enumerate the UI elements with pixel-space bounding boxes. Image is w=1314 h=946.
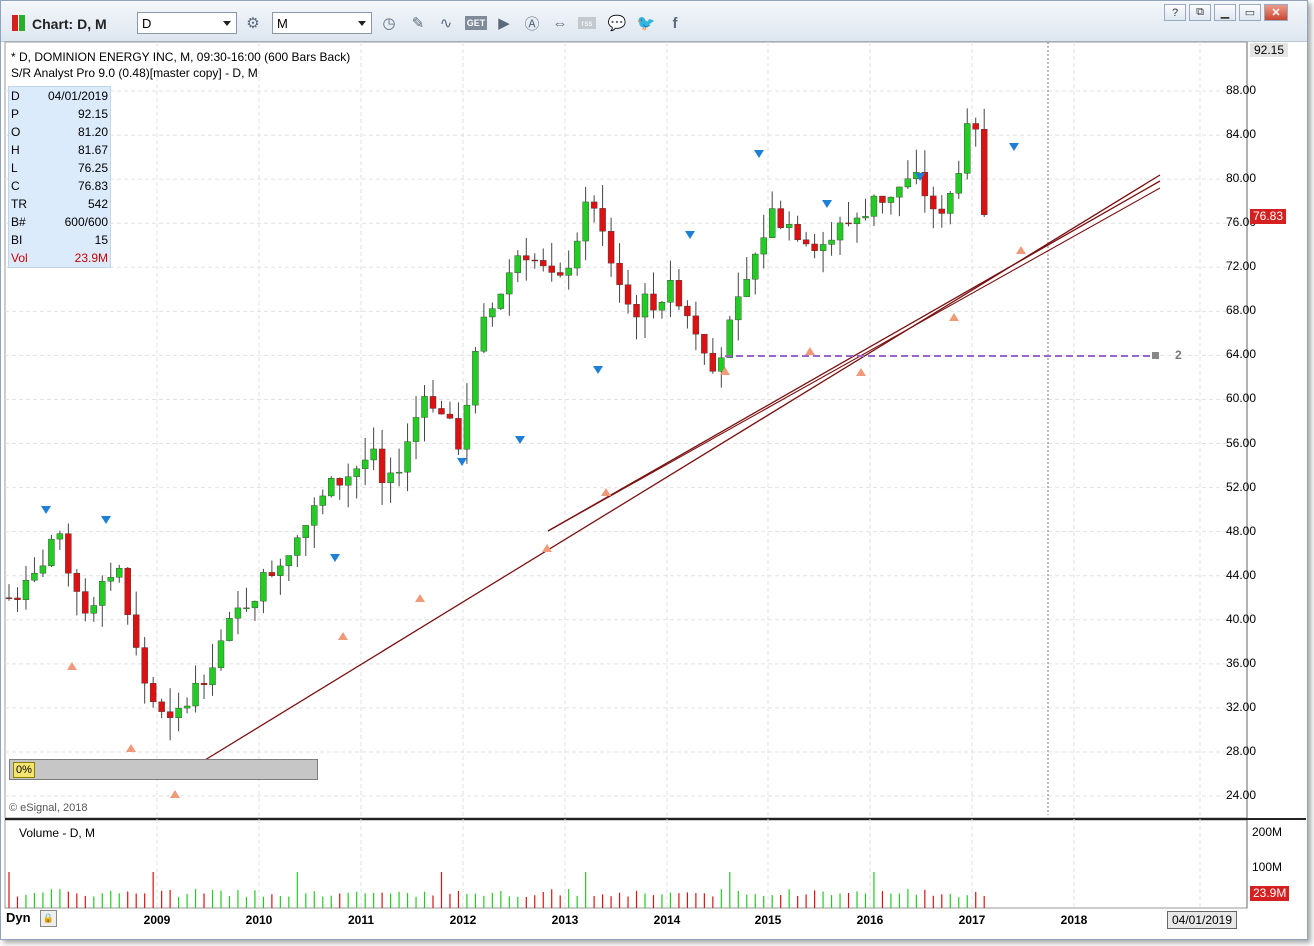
chart-icon (12, 15, 26, 31)
year-label: 2012 (449, 913, 477, 927)
year-label: 2009 (143, 913, 171, 927)
link-icon[interactable]: ⇔ (552, 14, 568, 32)
progress-label: 0% (13, 762, 35, 778)
year-label: 2010 (245, 913, 273, 927)
play-icon[interactable]: ▶ (498, 15, 510, 32)
gear-icon[interactable]: ⚙ (246, 15, 260, 32)
cursor-row-tr: TR 542 (11, 197, 108, 211)
cursor-row-price: P 92.15 (11, 107, 108, 121)
progress-bar: 0% (9, 759, 318, 780)
price-axis-label: 36.00 (1225, 655, 1256, 670)
cursor-row-bars: B# 600/600 (11, 215, 108, 229)
lock-icon[interactable]: 🔒 (40, 910, 57, 927)
rss-icon[interactable]: rss (578, 17, 596, 29)
last-price-tag: 76.83 (1250, 209, 1287, 224)
price-axis-label: 28.00 (1225, 743, 1256, 758)
price-axis-label: 64.00 (1225, 347, 1256, 362)
chart-header-symbol: * D, DOMINION ENERGY INC, M, 09:30-16:00… (11, 50, 351, 64)
close-button[interactable]: ✕ (1264, 4, 1288, 21)
price-axis-label: 32.00 (1225, 699, 1256, 714)
chevron-down-icon[interactable] (223, 21, 231, 26)
help-button[interactable]: ? (1164, 4, 1186, 21)
price-axis-label: 48.00 (1225, 523, 1256, 538)
interval-combo[interactable]: M (272, 12, 372, 34)
year-label: 2015 (754, 913, 782, 927)
facebook-icon[interactable]: f (672, 14, 678, 32)
minimize-button[interactable]: ▁ (1214, 4, 1236, 21)
volume-axis-label: 100M (1252, 860, 1283, 874)
year-label: 2014 (653, 913, 681, 927)
price-axis-label: 88.00 (1225, 83, 1256, 97)
get-icon[interactable]: GET (465, 16, 487, 30)
toolbar: Chart: D, M D ⚙ M ◷ ✎ ∿ GET ▶ Ⓐ ⇔ rss 💬 … (1, 1, 1307, 42)
window-title: Chart: D, M (32, 16, 107, 32)
price-axis-label: 40.00 (1225, 611, 1256, 626)
chat-icon[interactable]: 💬 (607, 15, 627, 32)
cursor-row-open: O 81.20 (11, 125, 108, 139)
twitter-icon[interactable]: 🐦 (636, 15, 656, 32)
year-label: 2018 (1060, 913, 1088, 927)
cursor-row-low: L 76.25 (11, 161, 108, 175)
cursor-window: D 04/01/2019 P 92.15 O 81.20 H 81.67 L 76.25 … (8, 86, 111, 268)
sr-level-label: 2 (1175, 348, 1182, 362)
price-axis-label: 60.00 (1225, 391, 1256, 406)
cursor-row-volume: Vol 23.9M (11, 251, 108, 265)
volume-title: Volume - D, M (19, 826, 96, 840)
price-axis-label: 72.00 (1225, 259, 1256, 274)
alert-icon[interactable]: Ⓐ (524, 15, 540, 33)
cursor-date-box: 04/01/2019 (1167, 911, 1237, 929)
copyright-text: © eSignal, 2018 (9, 802, 88, 814)
price-axis-label: 52.00 (1225, 479, 1256, 494)
price-axis-label: 44.00 (1225, 567, 1256, 582)
last-volume-tag: 23.9M (1250, 886, 1290, 901)
price-axis-label: 56.00 (1225, 435, 1256, 450)
year-label: 2011 (347, 913, 375, 927)
link-window-button[interactable]: ⧉ (1189, 4, 1211, 21)
top-price-label: 92.15 (1250, 43, 1289, 57)
dyn-label[interactable]: Dyn (6, 910, 31, 925)
year-label: 2016 (856, 913, 884, 927)
pencil-icon[interactable]: ✎ (411, 15, 425, 32)
year-label: 2013 (551, 913, 579, 927)
cursor-row-bi: BI 15 (11, 233, 108, 247)
symbol-value: D (142, 16, 152, 31)
interval-value: M (277, 16, 288, 31)
chevron-down-icon[interactable] (358, 21, 366, 26)
cursor-row-date: D 04/01/2019 (11, 89, 108, 103)
price-axis-label: 24.00 (1225, 788, 1256, 802)
clock-icon[interactable]: ◷ (382, 15, 396, 32)
price-axis-label: 84.00 (1225, 127, 1256, 142)
study-icon[interactable]: ∿ (439, 15, 453, 32)
price-axis-label: 76.00 (1225, 215, 1256, 230)
year-label: 2017 (958, 913, 986, 927)
cursor-row-close: C 76.83 (11, 179, 108, 193)
maximize-button[interactable]: ▭ (1239, 4, 1261, 21)
volume-axis-label: 200M (1252, 825, 1283, 839)
chart-header-study: S/R Analyst Pro 9.0 (0.48)[master copy] … (11, 66, 258, 80)
price-axis-label: 80.00 (1225, 171, 1256, 186)
price-axis-label: 68.00 (1225, 303, 1256, 318)
cursor-row-high: H 81.67 (11, 143, 108, 157)
symbol-combo[interactable]: D (137, 12, 237, 34)
